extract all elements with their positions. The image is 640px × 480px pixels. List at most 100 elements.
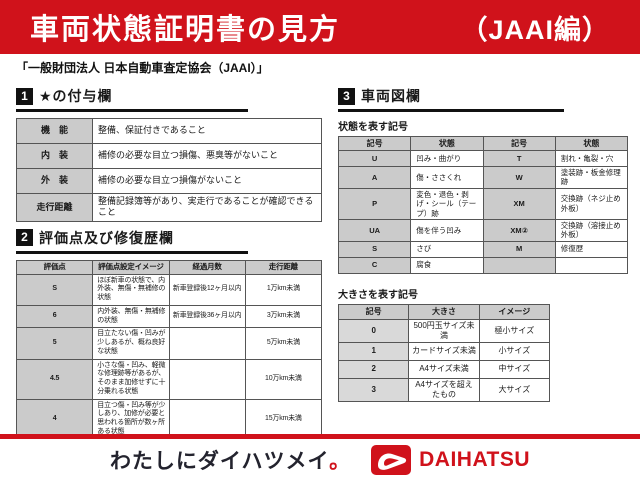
table-row: 内 装補修の必要な目立つ損傷、悪臭等がないこと	[16, 143, 322, 169]
page-title-edition: （JAAI編）	[460, 14, 610, 45]
table-row: 2 A4サイズ未満 中サイズ	[337, 359, 551, 379]
table-cell	[482, 256, 556, 274]
table-cell: 走行距離	[16, 193, 93, 222]
table-cell: 整備、保証付きであること	[92, 118, 322, 144]
brand-wordmark: DAIHATSU	[419, 447, 531, 471]
table-cell: 3	[337, 377, 410, 402]
table-cell: 補修の必要な目立つ損傷がないこと	[92, 168, 322, 194]
table-cell: 小さな傷・凹み、軽微な修理跡等があるが、そのまま加修せずに十分乗れる状態	[92, 358, 170, 400]
table-cell: 傷を伴う凹み	[410, 218, 484, 242]
table-cell: 0	[337, 318, 410, 343]
table-cell: S	[337, 240, 412, 258]
table-cell: A4サイズを超えたもの	[408, 377, 480, 402]
column-header: イメージ	[478, 303, 551, 320]
table-row: P 変色・退色・剥げ・シール（テープ）跡 XM 交換跡（ネジ止め外板）	[337, 187, 629, 220]
table-row: 5 目立たない傷・凹みが少しあるが、概ね良好な状態 5万km未満	[15, 327, 323, 360]
table-cell: さび	[410, 240, 484, 258]
section3-header: 3 車両図欄	[338, 86, 564, 112]
table-cell: 3万km未満	[244, 304, 323, 329]
table-cell: T	[482, 150, 556, 167]
footer-divider	[0, 434, 640, 439]
org-subtitle: 「一般財団法人 日本自動車査定協会（JAAI）」	[16, 61, 269, 75]
size-symbols-table: 記号 大きさ イメージ 0 500円玉サイズ未満 極小サイズ 1 カードサイズ未満 小サイズ 2 A…	[337, 303, 551, 402]
table-cell: カードサイズ未満	[408, 341, 480, 361]
table-header-row: 記号 状態 記号 状態	[337, 136, 629, 151]
section2-title: 評価点及び修復歴欄	[39, 229, 174, 246]
footer: わたしにダイハツメイ。 DAIHATSU	[0, 439, 640, 480]
star-criteria-table: 機 能整備、保証付きであること内 装補修の必要な目立つ損傷、悪臭等がないこと外 …	[16, 118, 322, 222]
table-row: 3 A4サイズを超えたもの 大サイズ	[337, 377, 551, 402]
page-title: 車両状態証明書の見方	[30, 14, 341, 46]
table-row: S ほぼ新車の状態で、内外装、無傷・無補修の状態 新車登録後12ヶ月以内 1万km未満	[15, 273, 323, 306]
table-cell: XM②	[482, 218, 556, 242]
table-cell: A	[337, 166, 412, 189]
table-cell: A4サイズ未満	[408, 359, 480, 379]
slogan-period: 。	[329, 449, 352, 473]
table-cell	[554, 256, 629, 274]
column-header: 記号	[337, 303, 410, 320]
column-header: 経過月数	[168, 259, 246, 275]
column-header: 状態	[410, 136, 484, 151]
table-cell: 修復歴	[554, 240, 629, 258]
table-cell: 4	[15, 398, 94, 440]
column-header: 記号	[337, 136, 412, 151]
column-header: 状態	[554, 136, 629, 151]
table-cell: 新車登録後36ヶ月以内	[168, 304, 246, 329]
table-cell: 6	[15, 304, 94, 329]
left-column: 1 ★の付与欄 機 能整備、保証付きであること内 装補修の必要な目立つ損傷、悪臭…	[15, 80, 324, 480]
table-row: U 凹み・曲がり T 割れ・亀裂・穴	[337, 150, 629, 167]
table-row: 外 装補修の必要な目立つ損傷がないこと	[16, 168, 322, 194]
table-cell: ほぼ新車の状態で、内外装、無傷・無補修の状態	[92, 273, 170, 306]
table-cell: S	[15, 273, 94, 306]
table-row: 1 カードサイズ未満 小サイズ	[337, 341, 551, 361]
size-symbols-caption: 大きさを表す記号	[338, 289, 418, 301]
table-row: A 傷・ささくれ W 塗装跡・板金修理跡	[337, 166, 629, 189]
table-cell: 5万km未満	[244, 327, 323, 360]
table-cell: 大サイズ	[478, 377, 551, 402]
column-header: 走行距離	[244, 259, 323, 275]
table-cell: 変色・退色・剥げ・シール（テープ）跡	[410, 187, 484, 220]
table-cell: 4.5	[15, 358, 94, 400]
column-header: 評価点	[15, 259, 94, 275]
table-cell: 2	[337, 359, 410, 379]
table-cell: 内 装	[16, 143, 93, 169]
table-row: C 腐食	[337, 256, 629, 274]
section3-title: 車両図欄	[361, 88, 421, 104]
table-cell: 1万km未満	[244, 273, 323, 306]
column-header: 大きさ	[408, 303, 480, 320]
section2-header: 2 評価点及び修復歴欄	[16, 228, 248, 254]
table-cell: 交換跡（溶接止め外板）	[554, 218, 629, 242]
table-cell: 5	[15, 327, 94, 360]
table-cell: 内外装、無傷・無補修の状態	[92, 304, 170, 329]
section1-number-badge: 1	[16, 87, 33, 105]
table-cell: C	[337, 256, 412, 274]
table-cell: 500円玉サイズ未満	[408, 318, 480, 343]
table-cell: 10万km未満	[244, 358, 323, 400]
table-row: 6 内外装、無傷・無補修の状態 新車登録後36ヶ月以内 3万km未満	[15, 304, 323, 329]
table-row: UA 傷を伴う凹み XM② 交換跡（溶接止め外板）	[337, 218, 629, 242]
table-cell: UA	[337, 218, 412, 242]
brand-logo-group: DAIHATSU	[371, 444, 531, 475]
table-cell: 塗装跡・板金修理跡	[554, 166, 629, 189]
table-cell: 補修の必要な目立つ損傷、悪臭等がないこと	[92, 143, 322, 169]
table-cell: 機 能	[16, 118, 93, 144]
table-cell: 腐食	[410, 256, 484, 274]
section1-title: ★の付与欄	[39, 88, 113, 104]
column-header: 記号	[482, 136, 556, 151]
table-cell: 目立たない傷・凹みが少しあるが、概ね良好な状態	[92, 327, 170, 360]
table-cell: 15万km未満	[244, 398, 323, 440]
table-cell: 傷・ささくれ	[410, 166, 484, 189]
table-cell: 中サイズ	[478, 359, 551, 379]
table-cell: 小サイズ	[478, 341, 551, 361]
table-row: 4 目立つ傷・凹み等が少しあり、加修が必要と思われる箇所が数ヶ所ある状態 15万km…	[15, 398, 323, 440]
table-row: 機 能整備、保証付きであること	[16, 118, 322, 144]
page-banner: 車両状態証明書の見方 （JAAI編）	[0, 0, 640, 54]
section1-header: 1 ★の付与欄	[16, 86, 248, 112]
column-header: 評価点設定イメージ	[92, 259, 170, 275]
right-column: 3 車両図欄 状態を表す記号 記号 状態 記号 状態 U 凹み・曲がり T 割れ・亀裂・穴 A 傷…	[337, 80, 629, 480]
table-cell	[168, 358, 246, 400]
condition-symbols-caption: 状態を表す記号	[338, 122, 408, 133]
table-cell: 割れ・亀裂・穴	[554, 150, 629, 167]
table-row: 0 500円玉サイズ未満 極小サイズ	[337, 318, 551, 343]
